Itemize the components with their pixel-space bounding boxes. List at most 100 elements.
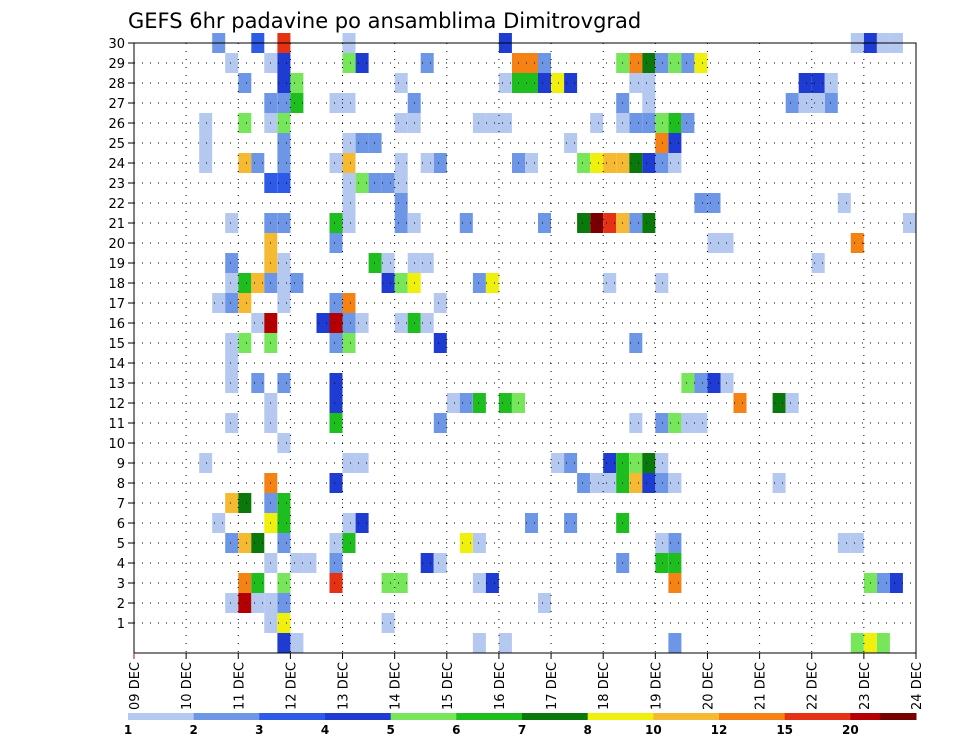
colorbar-label: 10 [645,723,662,737]
heatmap-cell [472,573,486,593]
heatmap-cell [629,453,643,473]
colorbar: 1 2 3 4 5 6 7 8 10 12 15 20 [124,713,917,737]
heatmap-cell [642,73,656,93]
x-tick-label: 18 DEC [597,662,612,710]
heatmap-cell [525,513,538,533]
heatmap-cell [381,273,395,293]
heatmap-cell [655,53,669,73]
plot-frame [133,42,917,654]
heatmap-cell [420,553,434,573]
heatmap-cell [551,73,565,93]
heatmap-cell [655,473,669,493]
heatmap-cell [329,533,343,553]
heatmap-cell [342,53,356,73]
heatmap-cell [238,333,252,353]
y-tick-label: 12 [108,397,125,412]
heatmap-cell [225,213,239,233]
heatmap-cell [225,293,239,313]
heatmap-cell [772,473,786,493]
heatmap-cell [785,393,799,413]
heatmap-cell [694,373,708,393]
y-tick-label: 29 [108,57,125,72]
heatmap-cell [394,213,408,233]
heatmap-cell [251,533,265,553]
y-tick-label: 26 [108,117,125,132]
heatmap-cell [225,273,239,293]
colorbar-swatch [325,713,392,720]
heatmap-cell [329,473,343,493]
heatmap-cell [603,213,617,233]
heatmap-cell [225,353,239,373]
heatmap-cell [394,573,408,593]
y-tick-label: 19 [108,257,125,272]
heatmap-cell [538,593,551,613]
x-tick-label: 16 DEC [493,662,508,710]
x-tick-label: 17 DEC [545,662,560,710]
heatmap-cell [603,153,617,173]
heatmap-cell [459,393,473,413]
heatmap-cell [772,393,786,413]
heatmap-cell [342,173,356,193]
heatmap-cell [251,273,265,293]
y-tick-label: 6 [117,517,125,532]
heatmap-cell [199,153,213,173]
heatmap-cell [446,393,460,413]
x-tick-label: 21 DEC [754,662,769,710]
heatmap-cell [225,253,239,273]
heatmap-cell [707,233,721,253]
heatmap-cell [498,113,512,133]
heatmap-cell [238,493,252,513]
heatmap-cell [342,313,356,333]
heatmap-cells [199,33,916,653]
heatmap-cell [603,473,617,493]
heatmap-cell [277,293,291,313]
heatmap-cell [277,133,291,153]
y-tick-label: 28 [108,77,125,92]
heatmap-cell [433,333,447,353]
heatmap-cell [238,73,252,93]
heatmap-cell [303,553,317,573]
heatmap-cell [668,133,682,153]
heatmap-cell [368,133,382,153]
colorbar-label: 12 [711,723,728,737]
colorbar-label: 3 [255,723,263,737]
colorbar-label: 6 [452,723,460,737]
heatmap-cell [694,53,708,73]
y-tick-label: 1 [117,617,125,632]
chart-title: GEFS 6hr padavine po ansamblima Dimitrov… [128,9,641,33]
heatmap-cell [394,113,408,133]
colorbar-swatch [259,713,326,720]
heatmap-cell [277,373,291,393]
y-tick-label: 2 [117,597,125,612]
heatmap-cell [316,313,330,333]
heatmap-cell [342,133,356,153]
heatmap-cell [694,193,708,213]
heatmap-cell [629,53,643,73]
heatmap-cell [238,573,252,593]
heatmap-cell [342,193,356,213]
y-tick-label: 30 [108,37,125,52]
heatmap-cell [577,213,591,233]
heatmap-cell [564,513,578,533]
y-tick-label: 25 [108,137,125,152]
heatmap-cell [342,453,356,473]
heatmap-cell [707,373,721,393]
colorbar-swatch [587,713,654,720]
y-tick-label: 3 [117,577,125,592]
heatmap-cell [577,473,591,493]
heatmap-cell [251,313,265,333]
heatmap-cell [837,533,851,553]
heatmap-cell [472,273,486,293]
heatmap-cell [590,213,604,233]
heatmap-cell [251,573,265,593]
heatmap-cell [329,233,343,253]
heatmap-cell [225,373,239,393]
heatmap-cell [472,113,486,133]
heatmap-cell [472,633,486,653]
heatmap-cell [668,53,682,73]
heatmap-cell [798,93,812,113]
heatmap-cell [850,533,864,553]
colorbar-swatch [128,713,195,720]
heatmap-cell [876,633,890,653]
heatmap-cell [420,153,434,173]
